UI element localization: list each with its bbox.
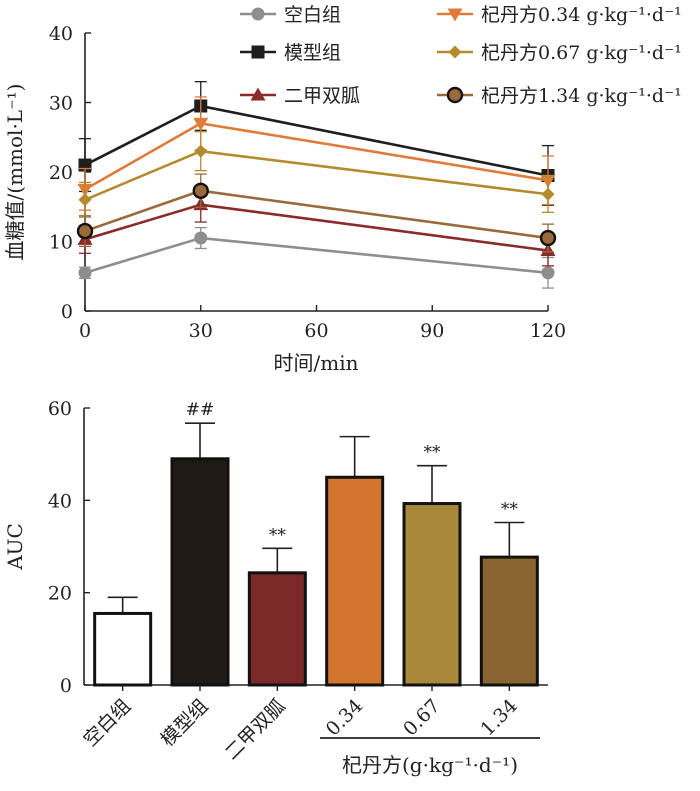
legend-marker [251,45,265,59]
y-tick-label: 10 [49,232,73,254]
legend-item: 二甲双胍 [240,85,360,107]
data-point [539,229,557,247]
y-axis-title: AUC [3,523,27,571]
legend-item: 杞丹方0.67 g·kg⁻¹·d⁻¹ [437,42,682,64]
series-line [84,121,549,191]
x-tick-label: 60 [304,320,328,342]
series-5 [78,131,555,218]
data-point [194,231,208,245]
legend-marker [448,45,462,59]
y-tick-label: 0 [61,301,73,323]
legend-marker [251,7,265,21]
legend-label: 空白组 [284,4,341,26]
data-point [541,266,555,280]
x-tick-label: 0.67 [399,695,444,740]
legend-label: 二甲双胍 [284,85,360,107]
x-tick-label: 1.34 [476,695,521,740]
series-line [84,236,549,275]
bar [93,611,153,687]
y-tick-label: 30 [49,93,73,115]
data-point [192,182,209,199]
y-tick-label: 40 [48,490,72,512]
data-point [193,117,209,131]
legend-marker [446,86,464,104]
x-tick-label: 120 [530,320,566,342]
legend-label: 杞丹方0.34 g·kg⁻¹·d⁻¹ [481,4,682,26]
bar [325,475,385,687]
x-tick-label: 0 [79,320,91,342]
x-tick-label: 0.34 [322,695,367,740]
x-tick-label: 模型组 [157,695,213,751]
line-chart: 0 10 20 30 40 0 30 60 90 120 时间/min 血糖值/(mmol·L⁻¹) 空… [3,4,682,375]
y-tick-label: 40 [49,23,73,45]
data-point [78,193,92,207]
legend-label: 杞丹方0.67 g·kg⁻¹·d⁻¹ [481,42,682,64]
y-tick-label: 20 [49,162,73,184]
x-tick-label: 二甲双胍 [221,695,290,764]
series-6 [76,173,557,253]
data-point [541,187,555,201]
x-tick-label: 90 [420,320,444,342]
group-label: 杞丹方(g·kg⁻¹·d⁻¹) [342,753,518,777]
series-1 [78,226,555,289]
y-tick-label: 60 [48,398,72,420]
legend-marker [447,8,463,22]
significance-label: ** [269,525,287,545]
legend-item: 杞丹方0.34 g·kg⁻¹·d⁻¹ [437,4,682,26]
x-tick-label: 空白组 [79,695,135,751]
x-tick-label: 30 [189,320,213,342]
y-tick-label: 0 [60,675,72,697]
series-4 [77,96,556,211]
bar [402,502,462,687]
legend-marker [250,87,266,101]
legend-item: 空白组 [240,4,341,26]
bar [170,457,230,687]
legend-label: 杞丹方1.34 g·kg⁻¹·d⁻¹ [481,85,682,107]
bar-chart: 0 20 40 60 AUC 空白组 ## 模型组 ** 二甲双胍 0.34 ** 0.67 ** 1.34… [3,398,548,777]
legend-label: 模型组 [284,42,341,64]
x-axis-title: 时间/min [274,351,359,375]
y-axis-title: 血糖值/(mmol·L⁻¹) [3,84,27,261]
significance-label: ** [424,443,442,463]
bar [247,571,307,687]
y-tick-label: 20 [48,583,72,605]
series-line [84,189,549,240]
data-point [194,144,208,158]
bar [479,555,539,687]
legend-item: 模型组 [240,42,341,64]
data-point [78,266,92,280]
significance-label: ## [186,400,215,420]
legend-item: 杞丹方1.34 g·kg⁻¹·d⁻¹ [437,85,682,107]
series-line [84,149,549,201]
significance-label: ** [501,499,519,519]
data-point [76,222,94,240]
